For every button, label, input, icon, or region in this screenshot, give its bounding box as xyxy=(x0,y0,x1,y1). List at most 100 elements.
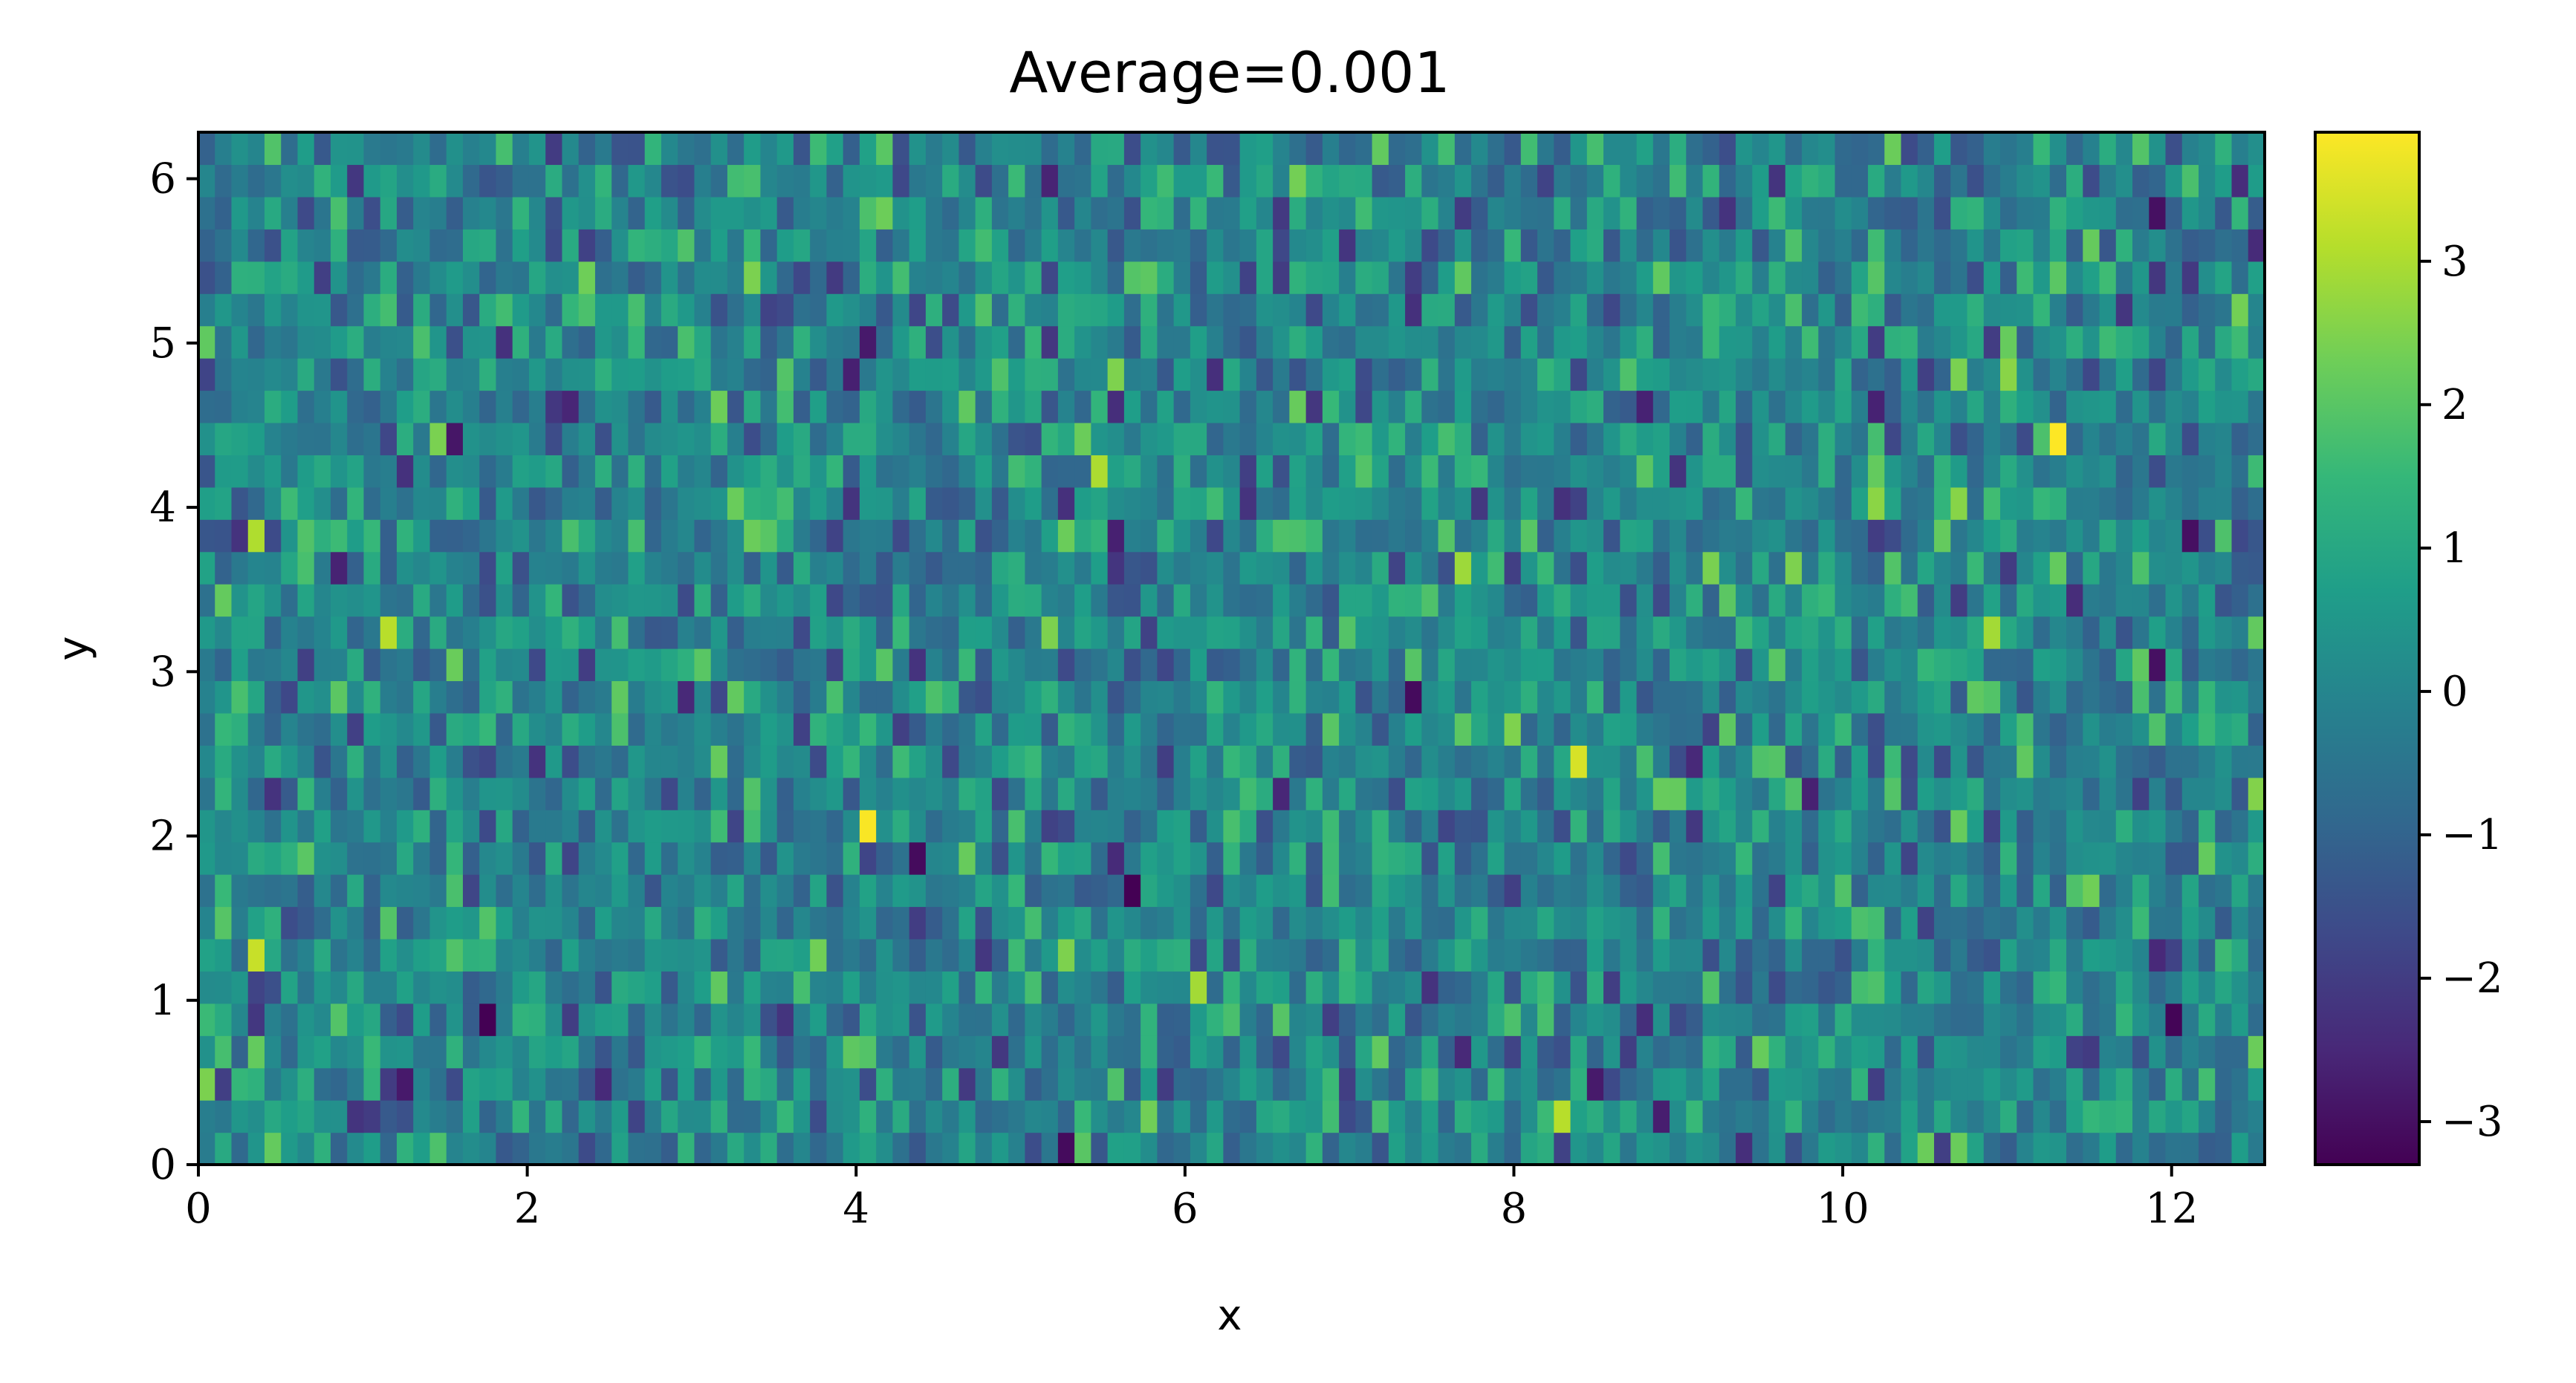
heatmap-cell xyxy=(694,455,712,488)
heatmap-cell xyxy=(1322,938,1340,972)
heatmap-cell xyxy=(776,358,794,391)
heatmap-cell xyxy=(297,261,315,294)
heatmap-cell xyxy=(909,1132,927,1165)
heatmap-cell xyxy=(1372,810,1389,843)
heatmap-cell xyxy=(991,390,1009,423)
heatmap-cell xyxy=(1107,1132,1125,1165)
heatmap-cell xyxy=(1670,422,1687,455)
heatmap-cell xyxy=(314,487,331,520)
heatmap-cell xyxy=(826,1132,844,1165)
heatmap-cell xyxy=(215,1035,233,1069)
heatmap-cell xyxy=(925,680,943,714)
heatmap-cell xyxy=(462,551,480,585)
heatmap-cell xyxy=(1173,777,1191,810)
heatmap-cell xyxy=(198,810,215,843)
heatmap-cell xyxy=(760,132,778,166)
heatmap-cell xyxy=(1388,164,1406,198)
heatmap-cell xyxy=(2231,455,2249,488)
heatmap-cell xyxy=(2115,680,2133,714)
heatmap-cell xyxy=(2066,390,2083,423)
heatmap-cell xyxy=(1141,971,1158,1004)
heatmap-cell xyxy=(760,1035,778,1069)
heatmap-cell xyxy=(909,680,927,714)
heatmap-cell xyxy=(496,874,513,908)
heatmap-cell xyxy=(1438,938,1456,972)
heatmap-cell xyxy=(1025,842,1042,875)
heatmap-cell xyxy=(1123,164,1141,198)
heatmap-cell xyxy=(1041,390,1059,423)
heatmap-cell xyxy=(1273,132,1290,166)
heatmap-cell xyxy=(1802,616,1819,649)
heatmap-cell xyxy=(247,358,265,391)
heatmap-cell xyxy=(1207,325,1224,359)
heatmap-cell xyxy=(496,261,513,294)
heatmap-cell xyxy=(2149,358,2167,391)
heatmap-cell xyxy=(496,680,513,714)
heatmap-cell xyxy=(1719,616,1736,649)
heatmap-cell xyxy=(1983,906,2001,940)
heatmap-cell xyxy=(363,422,381,455)
heatmap-cell xyxy=(892,1067,910,1101)
heatmap-cell xyxy=(611,455,629,488)
heatmap-cell xyxy=(859,1132,877,1165)
heatmap-cell xyxy=(215,487,233,520)
heatmap-cell xyxy=(2199,712,2216,746)
heatmap-cell xyxy=(2083,164,2100,198)
heatmap-cell xyxy=(1586,132,1604,166)
heatmap-cell xyxy=(958,1035,976,1069)
heatmap-cell xyxy=(909,616,927,649)
heatmap-cell xyxy=(710,584,728,617)
heatmap-cell xyxy=(2181,390,2199,423)
heatmap-cell xyxy=(1834,874,1852,908)
heatmap-cell xyxy=(1487,874,1505,908)
heatmap-cell xyxy=(843,519,860,553)
heatmap-cell xyxy=(496,229,513,262)
heatmap-cell xyxy=(1967,745,1985,778)
heatmap-cell xyxy=(2165,487,2183,520)
heatmap-cell xyxy=(1041,584,1059,617)
heatmap-cell xyxy=(678,810,695,843)
heatmap-cell xyxy=(446,971,464,1004)
heatmap-cell xyxy=(2231,1132,2249,1165)
heatmap-cell xyxy=(925,810,943,843)
heatmap-cell xyxy=(1339,906,1356,940)
heatmap-cell xyxy=(942,777,960,810)
heatmap-cell xyxy=(810,1100,828,1133)
heatmap-cell xyxy=(1372,422,1389,455)
heatmap-cell xyxy=(2215,519,2233,553)
heatmap-cell xyxy=(710,196,728,230)
heatmap-cell xyxy=(1487,422,1505,455)
heatmap-cell xyxy=(2049,390,2067,423)
heatmap-cell xyxy=(2083,261,2100,294)
heatmap-cell xyxy=(1239,777,1257,810)
heatmap-cell xyxy=(694,616,712,649)
heatmap-cell xyxy=(1851,616,1869,649)
heatmap-cell xyxy=(1157,487,1175,520)
heatmap-cell xyxy=(1405,196,1422,230)
heatmap-cell xyxy=(1388,358,1406,391)
heatmap-cell xyxy=(876,422,894,455)
heatmap-cell xyxy=(843,196,860,230)
heatmap-cell xyxy=(909,745,927,778)
heatmap-cell xyxy=(1239,584,1257,617)
heatmap-cell xyxy=(1537,519,1554,553)
heatmap-cell xyxy=(991,616,1009,649)
heatmap-cell xyxy=(1768,1132,1786,1165)
heatmap-cell xyxy=(1702,1067,1720,1101)
heatmap-cell xyxy=(1901,390,1918,423)
heatmap-cell xyxy=(1636,584,1654,617)
heatmap-cell xyxy=(991,164,1009,198)
heatmap-cell xyxy=(297,616,315,649)
heatmap-cell xyxy=(1802,777,1819,810)
heatmap-cell xyxy=(2132,551,2150,585)
heatmap-cell xyxy=(1917,874,1935,908)
heatmap-cell xyxy=(744,551,762,585)
heatmap-cell xyxy=(2165,293,2183,327)
heatmap-cell xyxy=(2066,1100,2083,1133)
heatmap-cell xyxy=(462,293,480,327)
heatmap-cell xyxy=(1603,810,1620,843)
heatmap-cell xyxy=(1057,584,1075,617)
heatmap-cell xyxy=(1917,519,1935,553)
heatmap-cell xyxy=(644,1035,662,1069)
heatmap-cell xyxy=(2149,777,2167,810)
